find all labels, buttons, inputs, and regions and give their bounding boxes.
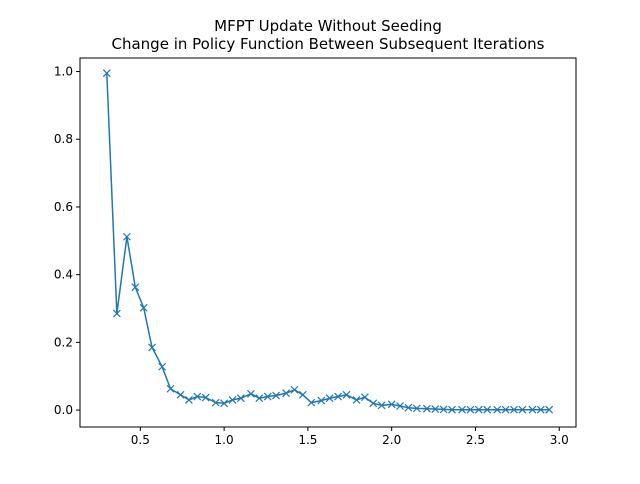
y-axis: 0.0 0.2 0.4 0.6 0.8 1.0 <box>54 65 80 418</box>
x-tick-label: 2.5 <box>466 433 485 447</box>
chart-subtitle: Change in Policy Function Between Subseq… <box>112 35 545 53</box>
x-axis: 0.5 1.0 1.5 2.0 2.5 3.0 <box>131 427 569 447</box>
y-tick-label: 1.0 <box>54 65 73 79</box>
y-tick-label: 0.0 <box>54 403 73 417</box>
y-tick-label: 0.8 <box>54 132 73 146</box>
y-tick-label: 0.2 <box>54 335 73 349</box>
x-tick-label: 3.0 <box>550 433 569 447</box>
y-tick-label: 0.6 <box>54 200 73 214</box>
x-tick-label: 2.0 <box>382 433 401 447</box>
x-tick-label: 1.0 <box>215 433 234 447</box>
chart-title: MFPT Update Without Seeding <box>214 17 442 35</box>
x-tick-label: 0.5 <box>131 433 150 447</box>
y-tick-label: 0.4 <box>54 268 73 282</box>
plot-background <box>80 58 576 427</box>
x-tick-label: 1.5 <box>298 433 317 447</box>
